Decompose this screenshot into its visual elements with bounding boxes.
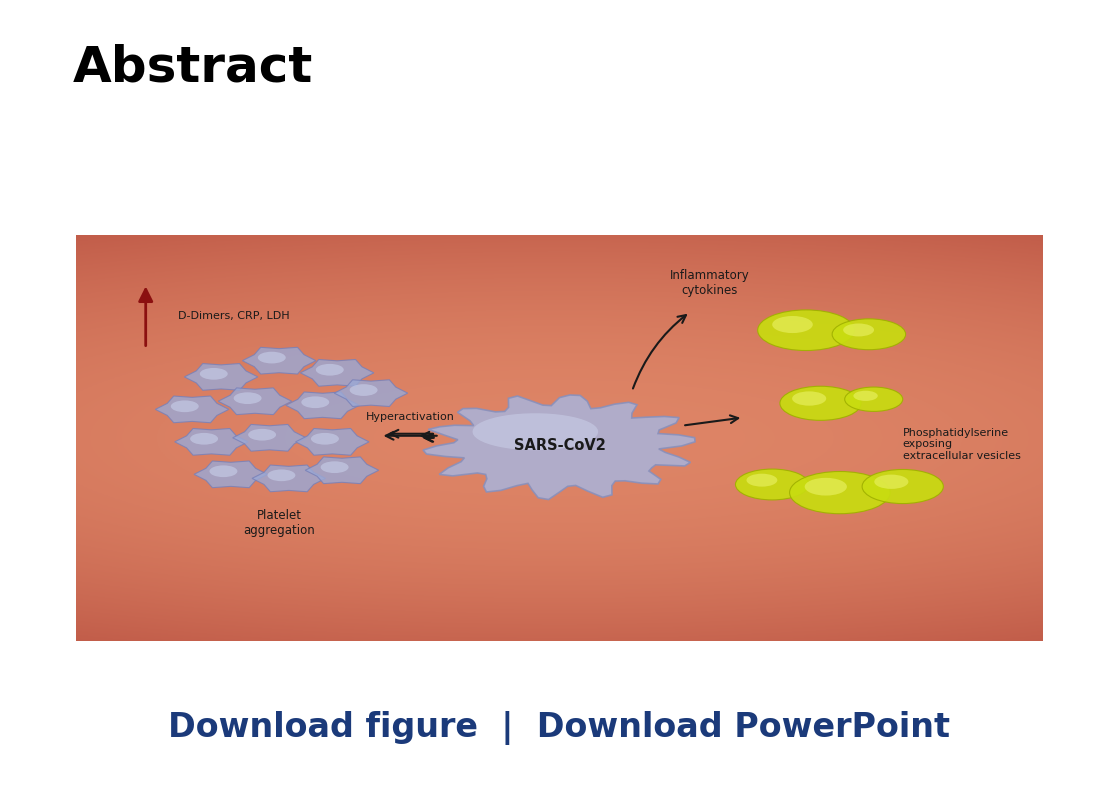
Circle shape (311, 433, 339, 445)
Circle shape (805, 478, 847, 496)
Polygon shape (194, 461, 267, 488)
Polygon shape (295, 428, 369, 455)
Circle shape (833, 319, 905, 349)
Circle shape (735, 469, 809, 500)
Circle shape (301, 396, 329, 408)
Circle shape (209, 466, 237, 477)
Circle shape (758, 310, 855, 350)
Circle shape (248, 429, 276, 440)
Polygon shape (423, 395, 695, 500)
Circle shape (854, 391, 877, 401)
Circle shape (257, 352, 285, 364)
Text: Hyperactivation: Hyperactivation (366, 412, 455, 422)
Polygon shape (156, 396, 229, 423)
Polygon shape (472, 413, 599, 451)
Polygon shape (175, 428, 248, 455)
Text: D-Dimers, CRP, LDH: D-Dimers, CRP, LDH (178, 311, 289, 321)
Polygon shape (233, 424, 307, 451)
Polygon shape (305, 457, 378, 484)
Circle shape (780, 386, 862, 420)
Circle shape (874, 474, 909, 489)
Circle shape (845, 387, 903, 412)
Circle shape (349, 384, 377, 396)
Circle shape (862, 470, 943, 504)
Circle shape (267, 470, 295, 481)
Text: Abstract: Abstract (73, 44, 313, 92)
Text: Platelet
aggregation: Platelet aggregation (243, 509, 314, 537)
Circle shape (792, 392, 826, 406)
Text: SARS-CoV2: SARS-CoV2 (514, 439, 605, 454)
Text: Inflammatory
cytokines: Inflammatory cytokines (669, 269, 750, 298)
Polygon shape (285, 392, 359, 419)
Polygon shape (335, 380, 407, 407)
Polygon shape (218, 388, 292, 415)
Polygon shape (243, 347, 316, 374)
Circle shape (772, 316, 812, 333)
Circle shape (200, 368, 228, 380)
Circle shape (316, 364, 344, 376)
Circle shape (190, 433, 218, 445)
Polygon shape (300, 360, 374, 386)
Circle shape (790, 471, 890, 513)
Polygon shape (252, 465, 326, 492)
Circle shape (746, 474, 778, 486)
Text: Phosphatidylserine
exposing
extracellular vesicles: Phosphatidylserine exposing extracellula… (903, 427, 1021, 461)
Circle shape (171, 400, 199, 412)
Text: Download figure  |  Download PowerPoint: Download figure | Download PowerPoint (169, 712, 950, 745)
Circle shape (321, 462, 349, 473)
Circle shape (843, 323, 874, 337)
Circle shape (234, 392, 262, 404)
Polygon shape (185, 364, 257, 390)
